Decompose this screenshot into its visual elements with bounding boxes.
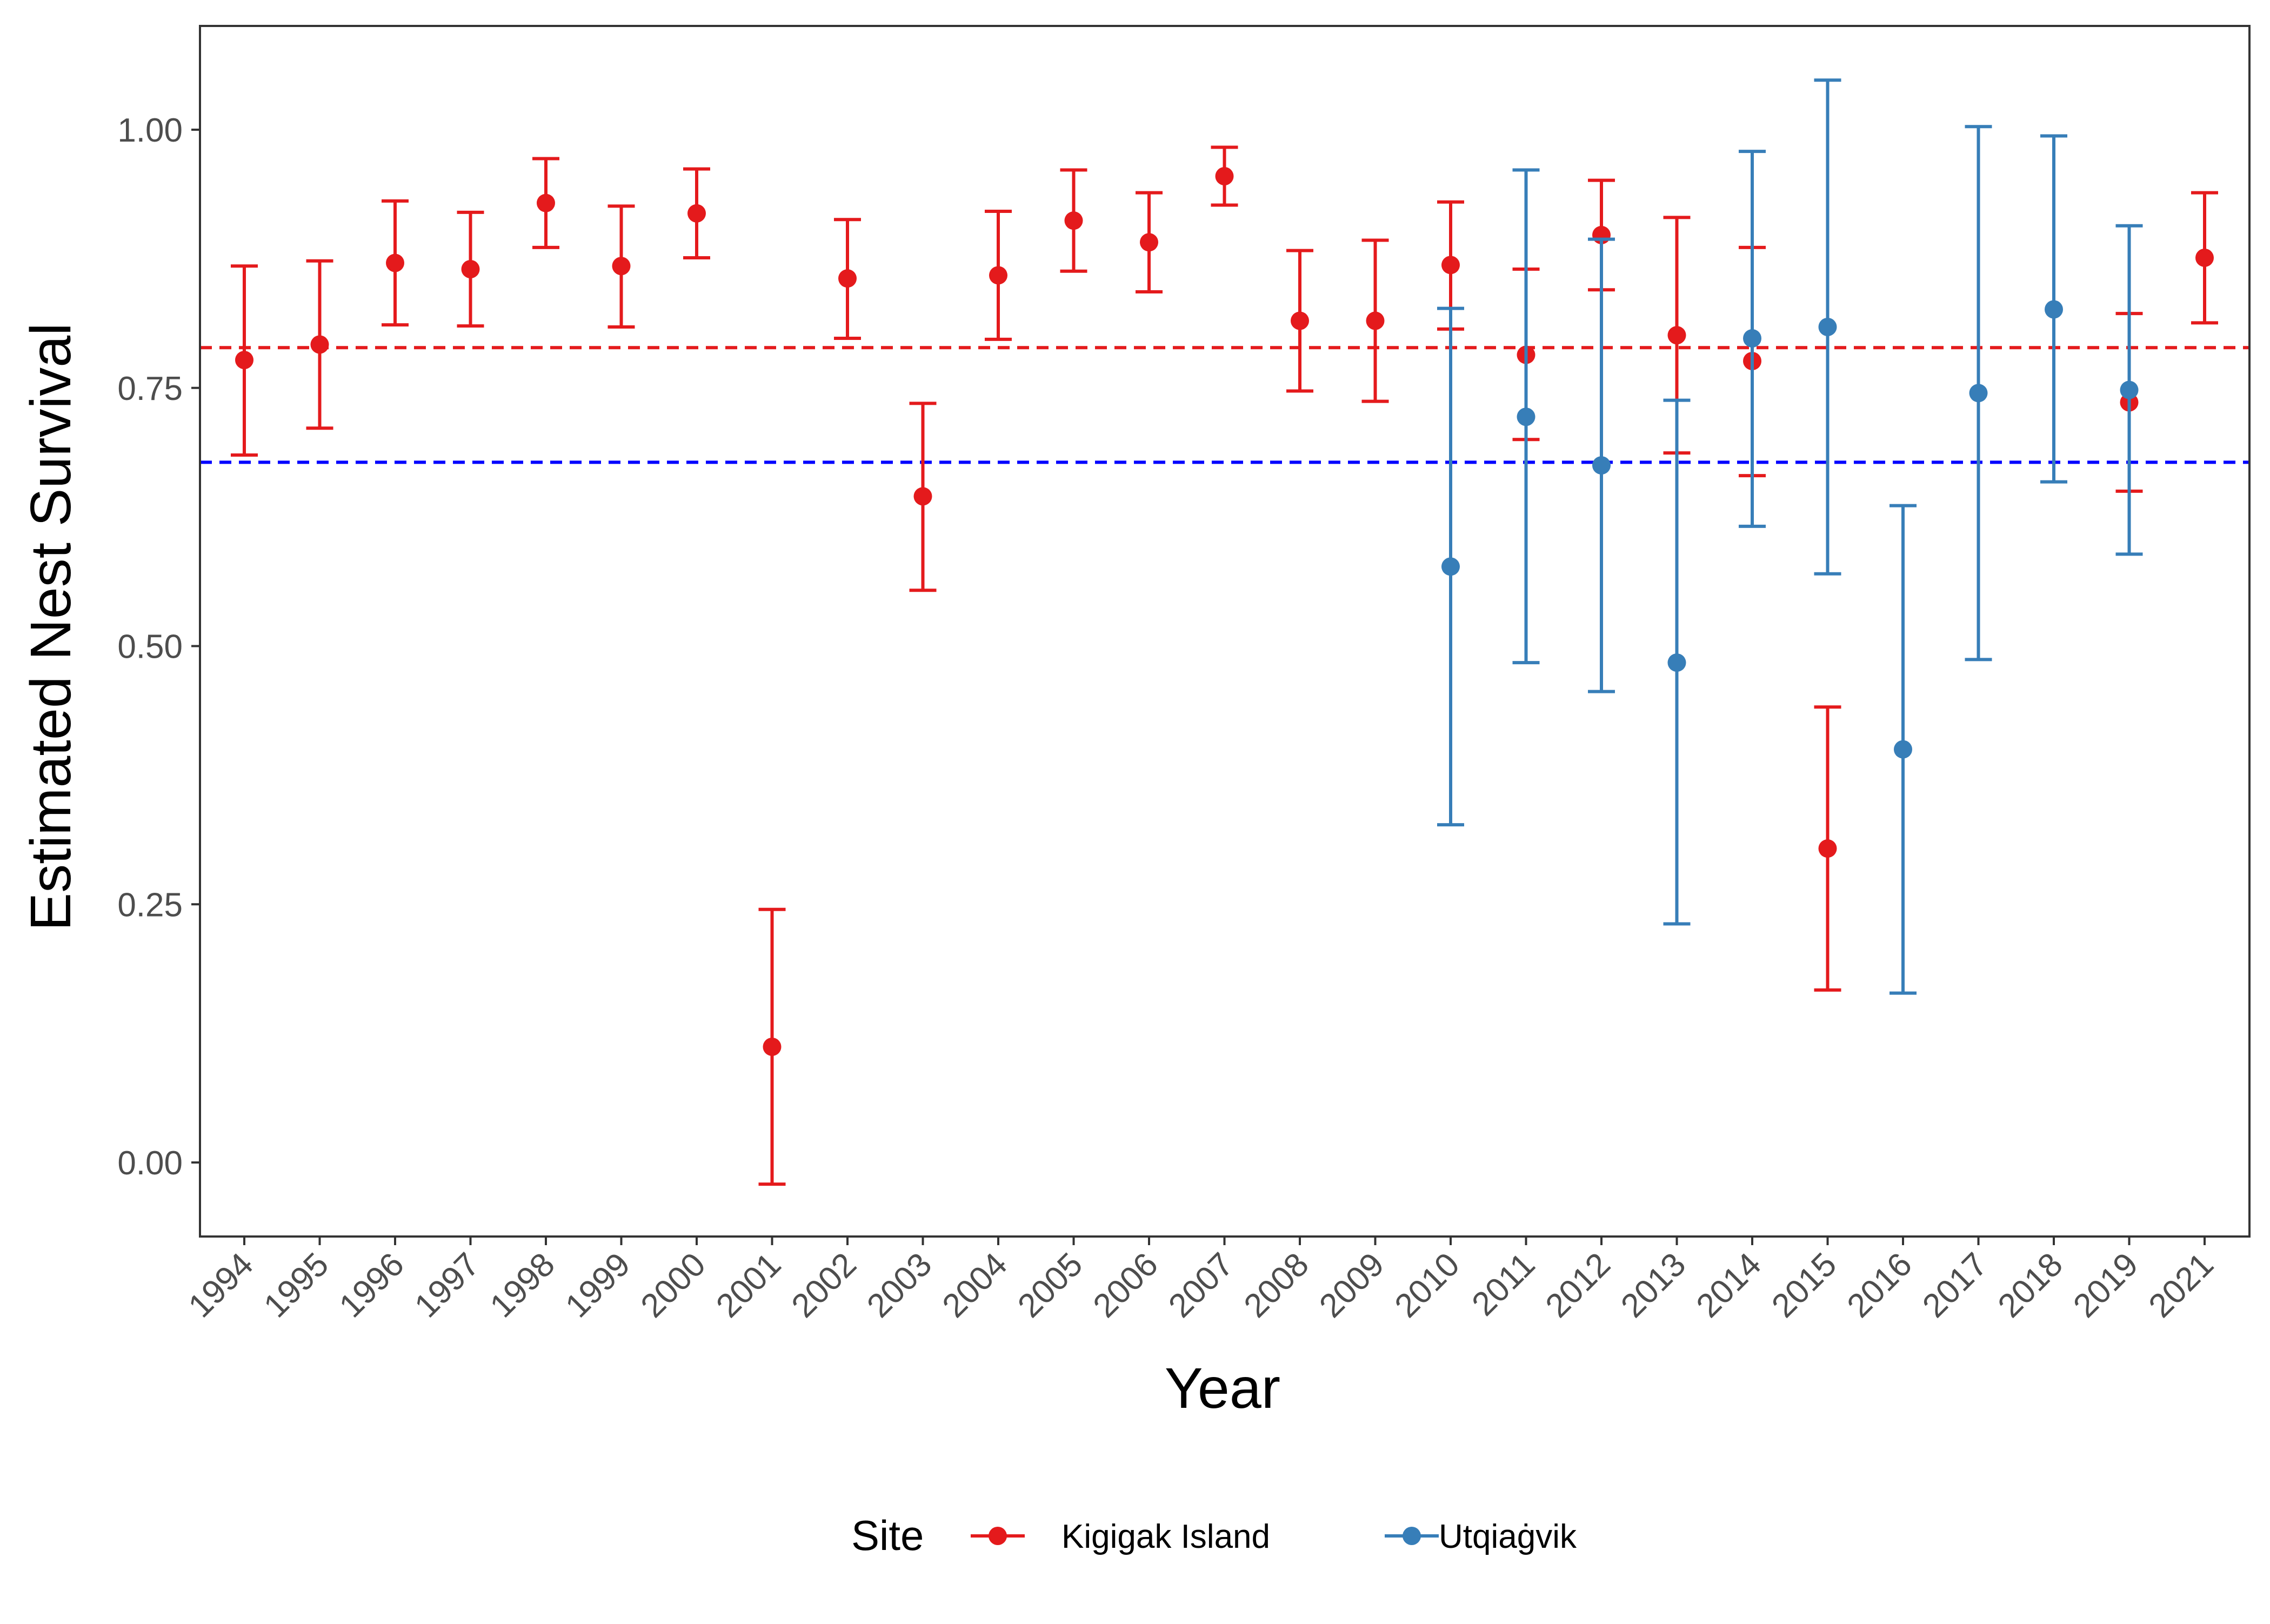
data-point xyxy=(1517,407,1535,426)
series-utqia-vik xyxy=(1437,78,2143,995)
data-point xyxy=(1743,329,1761,348)
data-point xyxy=(687,204,706,223)
data-point xyxy=(1969,384,1988,403)
data-point xyxy=(1441,256,1460,275)
y-tick-label: 0.75 xyxy=(117,370,183,407)
data-point-group xyxy=(1965,125,1992,661)
data-point xyxy=(1366,311,1385,330)
legend-title: Site xyxy=(851,1512,924,1559)
data-point xyxy=(537,193,555,212)
data-point xyxy=(1818,318,1837,337)
data-point xyxy=(461,259,480,278)
data-point xyxy=(235,351,253,370)
legend-key-point-utqia-vik xyxy=(1403,1527,1421,1545)
data-point xyxy=(2195,248,2214,267)
data-point-group xyxy=(1060,168,1087,273)
data-point-group xyxy=(1890,504,1917,995)
data-point xyxy=(1291,311,1309,330)
data-point-group xyxy=(1739,150,1766,528)
data-point-group xyxy=(834,218,861,340)
data-point-group xyxy=(1286,249,1313,393)
data-point-group xyxy=(1136,191,1163,294)
y-tick-label: 0.25 xyxy=(117,886,183,924)
legend-key-point-kigigak-island xyxy=(989,1527,1007,1545)
data-point xyxy=(763,1037,782,1056)
data-point-group xyxy=(1814,78,1841,576)
data-point xyxy=(386,253,404,272)
data-point-group xyxy=(306,259,333,430)
data-point-group xyxy=(382,199,409,327)
data-point-group xyxy=(1588,237,1615,693)
legend-label-kigigak-island: Kigigak Island xyxy=(1061,1518,1270,1555)
data-point xyxy=(1667,653,1686,672)
plot-area xyxy=(200,78,2249,1186)
data-point-group xyxy=(1512,168,1540,665)
data-point-group xyxy=(1814,705,1841,992)
data-point-group xyxy=(1211,145,1238,207)
data-point-group xyxy=(1437,306,1464,827)
data-point-group xyxy=(2040,134,2067,484)
data-point xyxy=(2120,380,2139,399)
x-axis-title: Year xyxy=(1165,1356,1280,1420)
data-point-group xyxy=(985,209,1012,341)
y-tick-label: 1.00 xyxy=(117,112,183,149)
data-point xyxy=(1894,740,1912,759)
data-point xyxy=(913,487,932,506)
data-point xyxy=(1592,456,1611,475)
data-point xyxy=(1818,839,1837,858)
data-point-group xyxy=(231,264,258,457)
data-point xyxy=(1140,233,1158,252)
data-point xyxy=(989,266,1007,285)
legend-label-utqia-vik: Utqiaġvik xyxy=(1439,1518,1577,1555)
legend: Site Kigigak Island Utqiaġvik xyxy=(851,1512,1577,1559)
data-point xyxy=(1441,557,1460,576)
data-point xyxy=(2045,300,2063,319)
data-point-group xyxy=(532,157,559,249)
data-point-group xyxy=(2115,224,2143,556)
y-axis-title: Estimated Nest Survival xyxy=(19,323,83,931)
data-point-group xyxy=(758,907,786,1186)
data-point xyxy=(838,269,857,288)
data-point xyxy=(310,335,329,354)
data-point-group xyxy=(2191,191,2218,325)
data-point xyxy=(1667,326,1686,345)
data-point-group xyxy=(909,402,937,592)
data-point-group xyxy=(457,210,484,328)
data-point xyxy=(1064,211,1083,230)
data-point xyxy=(612,257,631,276)
y-tick-label: 0.50 xyxy=(117,629,183,666)
data-point xyxy=(1215,166,1234,185)
data-point-group xyxy=(683,167,710,259)
data-point-group xyxy=(607,204,635,329)
y-tick-label: 0.00 xyxy=(117,1145,183,1182)
data-point-group xyxy=(1663,398,1691,926)
data-point-group xyxy=(1361,238,1389,403)
